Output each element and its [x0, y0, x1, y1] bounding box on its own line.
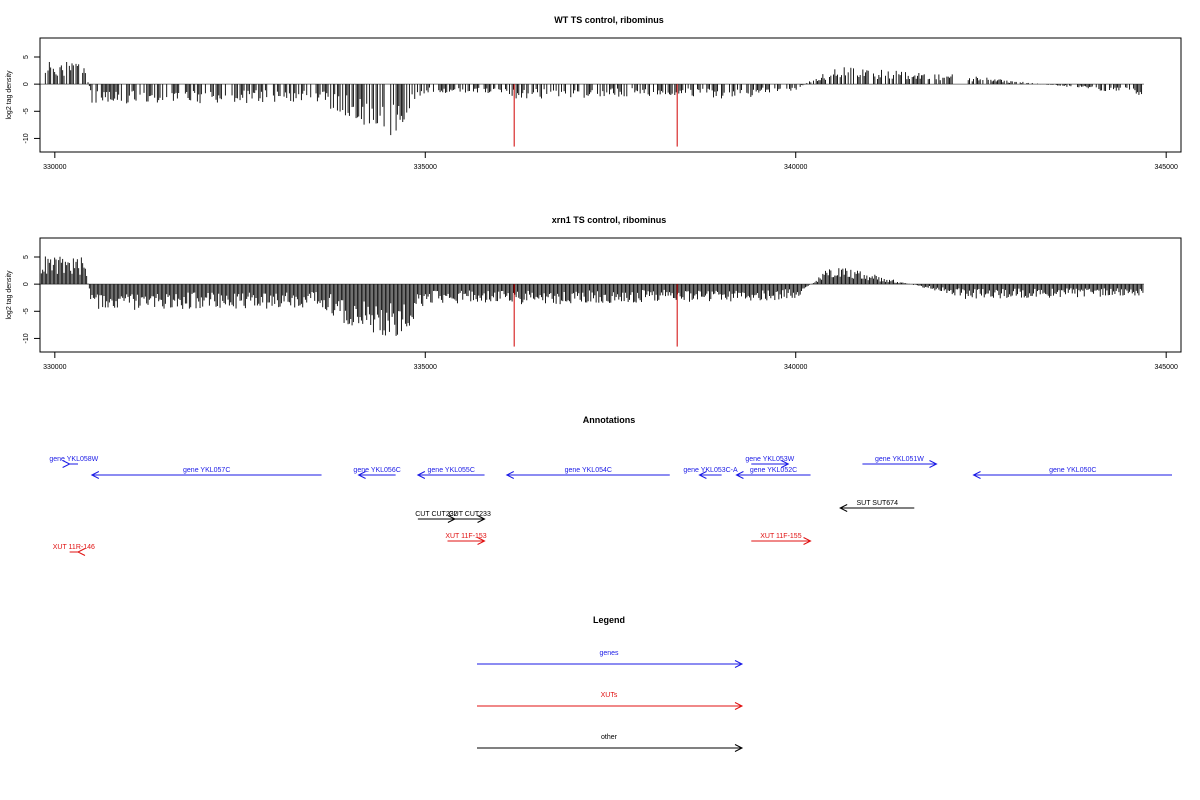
annotation-feature: gene YKL053W	[745, 456, 795, 468]
arrow-head	[781, 460, 790, 468]
y-tick-label: -5	[23, 108, 30, 114]
annotation-feature: gene YKL053C-A	[683, 467, 738, 479]
annotation-feature: CUT CUT233	[449, 511, 491, 523]
arrow-head	[803, 537, 812, 545]
feature-label: gene YKL058W	[49, 456, 98, 463]
annotation-features: gene YKL058W gene YKL057C gene YKL056C gene…	[49, 456, 1172, 556]
feature-label: gene YKL055C	[428, 467, 475, 474]
arrow-head	[698, 471, 707, 479]
x-tick-label: 330000	[43, 364, 66, 371]
x-tick-label: 335000	[414, 164, 437, 171]
legend-label: other	[601, 734, 618, 741]
feature-label: gene YKL056C	[353, 467, 400, 474]
legend-label: XUTs	[601, 692, 618, 699]
panel-xrn1-x-axis: 330000 335000 340000 345000	[43, 351, 1178, 371]
panel-wt-title: WT TS control, ribominus	[554, 15, 664, 25]
legend-title: Legend	[593, 615, 625, 625]
annotation-feature: gene YKL055C	[416, 467, 485, 479]
legend-item-xut: XUTs	[477, 692, 744, 710]
annotation-feature: XUT 11F-153	[445, 533, 487, 545]
y-tick-label: 0	[23, 282, 30, 286]
feature-label: gene YKL057C	[183, 467, 230, 474]
feature-label: gene YKL052C	[750, 467, 797, 474]
y-tick-label: -10	[23, 133, 30, 143]
x-tick-label: 340000	[784, 364, 807, 371]
x-tick-label: 345000	[1155, 364, 1178, 371]
annotations-title: Annotations	[583, 415, 636, 425]
y-tick-label: 5	[23, 255, 30, 259]
panel-wt-x-axis: 330000 335000 340000 345000	[43, 151, 1178, 171]
annotation-feature: gene YKL051W	[862, 456, 938, 468]
feature-label: gene YKL053W	[745, 456, 794, 463]
arrow-head	[735, 471, 744, 479]
arrow-head	[416, 471, 426, 479]
feature-label: XUT 11R-146	[53, 544, 95, 551]
arrow-head	[357, 471, 366, 479]
annotation-feature: XUT 11R-146	[53, 544, 95, 556]
feature-label: CUT CUT233	[449, 511, 491, 518]
legend-panel: Legend genes XUTs other	[477, 615, 744, 752]
legend-items: genes XUTs other	[477, 650, 744, 752]
y-tick-label: -5	[23, 308, 30, 314]
arrow-head	[972, 471, 981, 479]
annotation-feature: CUT CUT232	[415, 511, 458, 523]
arrow-head	[90, 471, 100, 479]
arrow-head	[477, 515, 486, 523]
panel-wt-ylabel: log2 tag density	[6, 70, 13, 120]
panel-xrn1-bars	[39, 256, 1144, 347]
annotation-feature: gene YKL056C	[353, 467, 401, 479]
arrow-head	[734, 744, 744, 752]
annotation-feature: gene YKL058W	[49, 456, 99, 468]
annotation-feature: gene YKL057C	[90, 467, 322, 479]
panel-wt-y-axis: 5 0 -5 -10	[23, 55, 41, 143]
annotation-feature: gene YKL050C	[972, 467, 1172, 479]
feature-label: XUT 11F-155	[760, 533, 801, 540]
annotation-feature: gene YKL052C	[735, 467, 811, 479]
panel-wt: WT TS control, ribominus 50-5-10 330000 3…	[6, 15, 1182, 171]
arrow-head	[447, 515, 457, 523]
arrow-head	[929, 460, 938, 468]
x-tick-label: 340000	[784, 164, 807, 171]
arrow-head	[505, 471, 514, 479]
x-tick-label: 345000	[1155, 164, 1178, 171]
legend-item-other: other	[477, 734, 744, 752]
annotation-feature: SUT SUT674	[839, 500, 915, 512]
x-tick-label: 330000	[43, 164, 66, 171]
feature-label: gene YKL051W	[875, 456, 924, 463]
arrow-head	[839, 504, 848, 512]
panel-xrn1-y-axis: 5 0 -5 -10	[23, 255, 41, 343]
panel-xrn1-ylabel: log2 tag density	[6, 270, 13, 320]
feature-label: gene YKL050C	[1049, 467, 1096, 474]
feature-label: SUT SUT674	[856, 500, 898, 507]
feature-label: XUT 11F-153	[445, 533, 486, 540]
y-tick-label: -10	[23, 333, 30, 343]
annotation-feature: XUT 11F-155	[751, 533, 812, 545]
panel-xrn1-title: xrn1 TS control, ribominus	[552, 215, 667, 225]
arrow-head	[62, 460, 71, 468]
y-tick-label: 0	[23, 82, 30, 86]
x-tick-label: 335000	[414, 364, 437, 371]
arrow-head	[477, 537, 486, 545]
panel-wt-bars	[39, 60, 1144, 147]
arrow-head	[76, 548, 86, 556]
panel-xrn1: xrn1 TS control, ribominus 5 0 -5 -10 33000…	[6, 215, 1182, 371]
panel-wt-frame	[39, 37, 1182, 153]
annotation-feature: gene YKL054C	[505, 467, 670, 479]
arrow-head	[734, 702, 744, 710]
feature-label: gene YKL054C	[565, 467, 612, 474]
legend-label: genes	[599, 650, 619, 657]
legend-item-gene: genes	[477, 650, 744, 668]
arrow-head	[734, 660, 744, 668]
feature-label: CUT CUT232	[415, 511, 457, 518]
y-tick-label: 5	[23, 55, 30, 59]
feature-label: gene YKL053C-A	[683, 467, 738, 474]
